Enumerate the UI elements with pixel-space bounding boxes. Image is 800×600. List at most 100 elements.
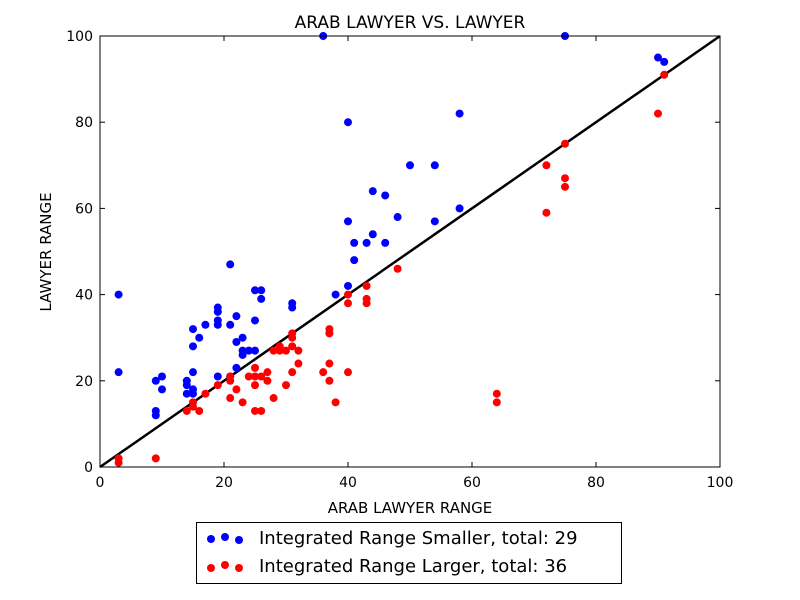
axis-ticks: 0 20 40 60 80 100 0 20 40 60 80 100 (66, 29, 733, 491)
y-tick-label: 20 (75, 374, 93, 390)
point-larger-28 (282, 381, 290, 390)
point-smaller-33 (251, 316, 259, 325)
point-larger-34 (294, 359, 303, 368)
y-tick-label: 100 (66, 29, 93, 45)
x-axis-title: ARAB LAWYER RANGE (328, 499, 493, 517)
x-tick-label: 80 (587, 475, 605, 491)
point-larger-52 (561, 139, 569, 148)
point-larger-48 (492, 389, 501, 398)
point-smaller-35 (257, 286, 266, 295)
point-larger-39 (325, 376, 334, 385)
point-larger-12 (232, 385, 241, 394)
point-larger-26 (275, 346, 284, 355)
legend-label-larger: Integrated Range Larger, total: 36 (259, 556, 568, 577)
point-larger-41 (344, 290, 352, 299)
point-larger-33 (294, 346, 303, 355)
point-smaller-28 (238, 333, 247, 342)
y-tick-label: 60 (75, 201, 93, 217)
legend-marker-blue (207, 533, 243, 544)
point-smaller-25 (232, 312, 241, 321)
point-smaller-38 (288, 303, 297, 312)
point-smaller-46 (362, 238, 371, 247)
point-smaller-56 (455, 204, 464, 213)
legend-entry-smaller: Integrated Range Smaller, total: 29 (197, 525, 621, 553)
point-smaller-4 (151, 411, 160, 420)
point-larger-35 (319, 368, 328, 377)
point-larger-42 (344, 299, 352, 308)
point-larger-2 (151, 454, 160, 463)
point-larger-49 (492, 398, 501, 407)
point-smaller-42 (344, 217, 352, 226)
point-smaller-9 (182, 389, 191, 398)
point-smaller-14 (189, 389, 197, 398)
point-larger-24 (269, 394, 278, 403)
point-smaller-41 (344, 118, 352, 127)
point-larger-10 (226, 376, 235, 385)
point-smaller-47 (368, 187, 377, 196)
legend: Integrated Range Smaller, total: 29 Inte… (196, 522, 622, 584)
x-tick-label: 60 (463, 475, 481, 491)
point-larger-56 (660, 70, 669, 79)
point-smaller-54 (430, 217, 439, 226)
point-smaller-34 (251, 346, 259, 355)
chart-title: ARAB LAWYER VS. LAWYER (295, 13, 526, 33)
point-larger-43 (344, 368, 352, 377)
point-smaller-43 (344, 281, 352, 290)
point-larger-7 (201, 389, 210, 398)
point-larger-14 (244, 372, 253, 381)
point-smaller-48 (368, 230, 377, 239)
x-tick-label: 20 (215, 475, 233, 491)
point-larger-23 (269, 346, 278, 355)
point-larger-40 (331, 398, 340, 407)
point-smaller-55 (455, 109, 464, 118)
point-larger-46 (362, 299, 371, 308)
x-tick-label: 100 (707, 475, 734, 491)
point-smaller-30 (238, 350, 247, 359)
point-smaller-59 (660, 57, 669, 66)
point-smaller-1 (114, 368, 123, 377)
point-smaller-15 (195, 333, 204, 342)
legend-label-smaller: Integrated Range Smaller, total: 29 (259, 528, 578, 549)
point-smaller-32 (251, 286, 259, 295)
point-larger-17 (251, 381, 259, 390)
point-smaller-27 (232, 363, 241, 372)
point-larger-38 (325, 359, 334, 368)
point-larger-6 (195, 406, 204, 415)
legend-marker-red (207, 561, 243, 572)
point-smaller-51 (393, 213, 402, 222)
point-smaller-49 (381, 191, 390, 200)
y-axis-title: LAWYER RANGE (37, 192, 55, 311)
point-larger-16 (251, 372, 259, 381)
point-smaller-45 (350, 256, 359, 265)
point-larger-20 (257, 406, 266, 415)
point-larger-55 (654, 109, 662, 118)
point-smaller-50 (381, 238, 390, 247)
x-tick-label: 0 (96, 475, 105, 491)
point-smaller-11 (189, 342, 197, 351)
y-tick-label: 40 (75, 288, 93, 304)
point-smaller-26 (232, 338, 241, 347)
y-tick-label: 80 (75, 115, 93, 131)
x-tick-label: 40 (339, 475, 357, 491)
point-larger-1 (114, 458, 123, 467)
point-smaller-10 (189, 325, 197, 334)
point-larger-47 (393, 264, 402, 273)
point-larger-18 (251, 406, 259, 415)
point-smaller-22 (226, 260, 235, 269)
point-larger-21 (263, 368, 272, 377)
point-smaller-5 (158, 372, 166, 381)
point-larger-27 (282, 346, 290, 355)
point-smaller-2 (151, 376, 160, 385)
point-larger-31 (288, 342, 297, 351)
point-smaller-52 (406, 161, 414, 170)
legend-entry-larger: Integrated Range Larger, total: 36 (197, 553, 621, 581)
point-larger-32 (288, 368, 297, 377)
point-larger-13 (238, 398, 247, 407)
point-larger-53 (561, 174, 569, 183)
point-smaller-31 (244, 346, 253, 355)
point-smaller-36 (257, 294, 266, 303)
point-smaller-0 (114, 290, 123, 299)
point-larger-15 (251, 363, 259, 372)
point-larger-51 (542, 208, 551, 217)
